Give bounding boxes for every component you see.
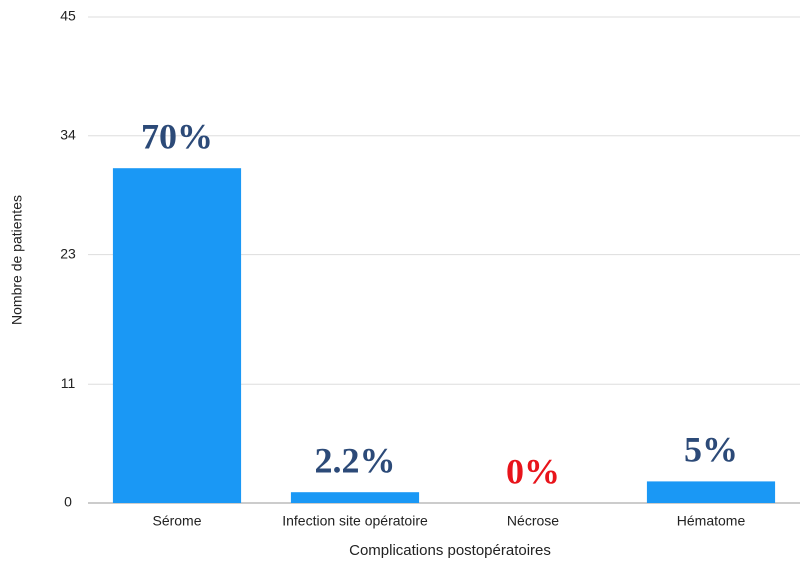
- value-annotation: 0%: [506, 451, 560, 491]
- y-tick-label: 45: [60, 8, 76, 24]
- y-tick-label: 11: [61, 375, 76, 391]
- bar: [290, 492, 420, 503]
- x-tick-label: Sérome: [152, 513, 201, 529]
- value-annotation: 2.2%: [315, 440, 396, 480]
- bar: [646, 481, 776, 503]
- value-annotation: 70%: [141, 116, 213, 156]
- x-tick-label: Infection site opératoire: [282, 513, 428, 529]
- y-tick-label: 0: [64, 494, 72, 510]
- y-tick-label: 23: [60, 245, 76, 261]
- x-tick-label: Nécrose: [507, 513, 559, 529]
- bar: [112, 168, 242, 503]
- x-tick-label: Hématome: [677, 513, 746, 529]
- value-annotation: 5%: [684, 430, 738, 470]
- x-axis-title: Complications postopératoires: [349, 542, 551, 559]
- y-axis-title: Nombre de patientes: [9, 195, 25, 325]
- y-tick-label: 34: [60, 127, 76, 143]
